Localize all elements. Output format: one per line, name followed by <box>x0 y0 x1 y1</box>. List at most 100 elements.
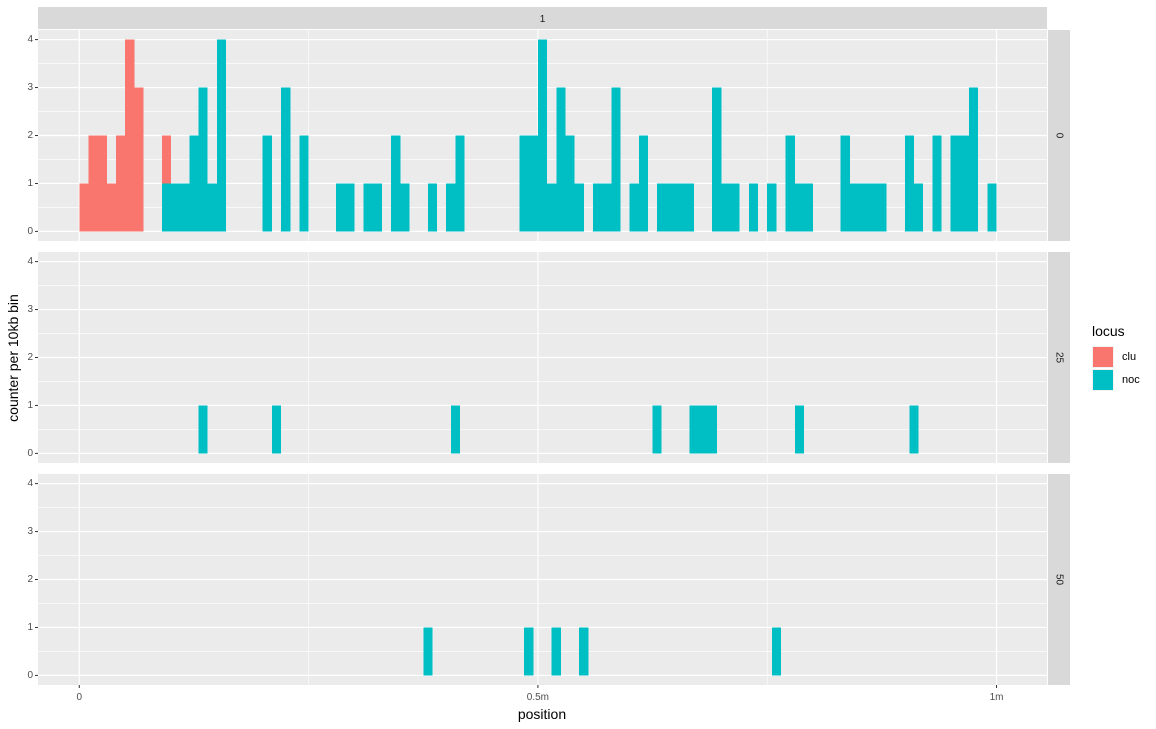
bar-noc <box>959 135 970 232</box>
bar-noc <box>771 627 781 676</box>
y-tick-label: 2 <box>27 130 33 141</box>
legend-key-swatch <box>1093 347 1113 367</box>
bar-noc <box>423 627 433 676</box>
legend-item-noc: noc <box>1092 369 1140 391</box>
bar-noc <box>547 183 557 232</box>
bar-noc <box>262 135 272 232</box>
bar-noc <box>524 627 534 676</box>
facet-strip <box>1048 252 1070 463</box>
bar-noc <box>363 183 373 232</box>
bar-noc <box>336 183 346 232</box>
y-tick-label: 0 <box>27 226 33 237</box>
top-strip: 1 <box>38 7 1047 29</box>
facet-strip-label: 25 <box>1054 352 1065 364</box>
bar-noc <box>629 183 639 232</box>
bar-noc <box>730 183 740 232</box>
bar-noc <box>840 135 850 232</box>
bar-noc <box>391 135 401 232</box>
bar-noc <box>666 183 676 232</box>
bar-noc <box>372 183 382 232</box>
y-tick-label: 0 <box>27 448 33 459</box>
bar-noc <box>271 405 282 454</box>
bar-noc <box>698 405 708 454</box>
bar-noc <box>748 183 759 232</box>
legend-item-clu: clu <box>1092 346 1136 368</box>
facet-strip-label: 50 <box>1054 574 1065 586</box>
y-tick-label: 3 <box>27 526 33 537</box>
bar-noc <box>579 627 589 676</box>
bar-noc <box>207 183 217 232</box>
bar-noc <box>602 183 612 232</box>
bar-noc <box>684 183 694 232</box>
bar-noc <box>528 135 538 232</box>
bar-noc <box>849 183 859 232</box>
bar-noc <box>611 87 621 232</box>
y-tick-label: 2 <box>27 352 33 363</box>
y-tick-label: 3 <box>27 82 33 93</box>
bar-noc <box>638 135 648 232</box>
bar-noc <box>689 405 699 454</box>
bars-layer <box>79 39 997 676</box>
bar-noc <box>446 183 456 232</box>
facet-strip <box>1048 474 1070 685</box>
y-tick-label: 1 <box>27 622 33 633</box>
legend-key-swatch <box>1093 370 1113 390</box>
bar-noc <box>652 405 662 454</box>
bar-noc <box>909 405 919 454</box>
bar-noc <box>537 39 548 232</box>
bar-noc <box>877 183 887 232</box>
bar-noc <box>556 87 566 232</box>
facet-strip <box>1048 30 1070 241</box>
y-tick-label: 4 <box>27 34 33 45</box>
bar-noc <box>858 183 869 232</box>
x-axis-title: position <box>518 706 566 722</box>
bar-noc <box>767 183 777 232</box>
bar-noc <box>299 135 309 232</box>
bar-noc <box>180 183 190 232</box>
bar-noc <box>592 183 603 232</box>
bar-noc <box>675 183 685 232</box>
bar-noc <box>450 405 460 454</box>
top-strip-background <box>38 7 1047 29</box>
bar-noc <box>161 183 172 232</box>
bar-noc <box>987 183 997 232</box>
bar-noc <box>803 183 814 232</box>
bar-noc <box>932 135 942 232</box>
bar-noc <box>455 135 465 232</box>
y-tick-label: 4 <box>27 256 33 267</box>
bar-noc <box>950 135 960 232</box>
legend-label: clu <box>1122 351 1136 363</box>
top-strip-label: 1 <box>540 14 546 25</box>
bar-noc <box>868 183 878 232</box>
bar-noc <box>519 135 529 232</box>
bar-noc <box>198 87 208 232</box>
bar-clu <box>88 135 98 232</box>
y-tick-label: 1 <box>27 400 33 411</box>
x-tick-label: 1m <box>990 692 1004 703</box>
bar-noc <box>189 135 199 232</box>
legend: locus clu noc <box>1092 323 1140 391</box>
bar-clu <box>106 183 116 232</box>
panels-layer: 0 25 50 <box>38 30 1070 685</box>
bar-noc <box>574 183 584 232</box>
bar-noc <box>712 87 722 232</box>
bar-noc <box>707 405 717 454</box>
bar-clu <box>134 87 144 232</box>
y-tick-label: 0 <box>27 670 33 681</box>
bar-noc <box>551 627 561 676</box>
y-tick-label: 3 <box>27 304 33 315</box>
bar-noc <box>785 135 795 232</box>
bar-noc <box>904 135 914 232</box>
bar-noc <box>400 183 410 232</box>
bar-noc <box>794 405 804 454</box>
bar-noc <box>913 183 924 232</box>
bar-clu <box>97 135 107 232</box>
bar-clu <box>125 39 135 232</box>
y-tick-label: 4 <box>27 478 33 489</box>
bar-clu <box>115 135 126 232</box>
facet-strip-label: 0 <box>1054 133 1065 139</box>
legend-label: noc <box>1122 374 1140 386</box>
x-tick-label: 0 <box>76 692 82 703</box>
axes-layer: 0 1 2 3 4 0 1 2 3 4 0 1 2 3 4 0 0.5m 1m <box>27 34 1003 703</box>
